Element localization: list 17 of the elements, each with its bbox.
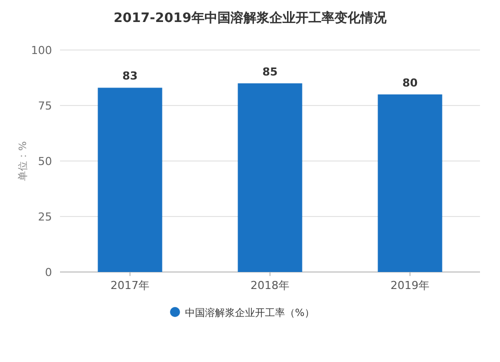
bar: [238, 83, 302, 272]
y-axis-title: 单位：%: [17, 141, 29, 181]
x-tick-label: 2019年: [390, 279, 430, 292]
x-tick-label: 2018年: [250, 279, 290, 292]
y-tick-label: 0: [45, 266, 52, 279]
bar: [378, 94, 442, 272]
bar: [98, 88, 162, 272]
chart-title: 2017-2019年中国溶解浆企业开工率变化情况: [114, 10, 388, 26]
x-tick-label: 2017年: [110, 279, 150, 292]
y-tick-label: 100: [31, 44, 52, 57]
y-tick-label: 75: [38, 100, 52, 112]
legend-label: 中国溶解浆企业开工率（%）: [185, 307, 315, 319]
data-label: 83: [122, 70, 138, 83]
data-label: 85: [262, 65, 278, 78]
data-label: 80: [402, 76, 418, 90]
y-tick-label: 25: [38, 210, 52, 224]
y-tick-label: 50: [38, 155, 52, 168]
